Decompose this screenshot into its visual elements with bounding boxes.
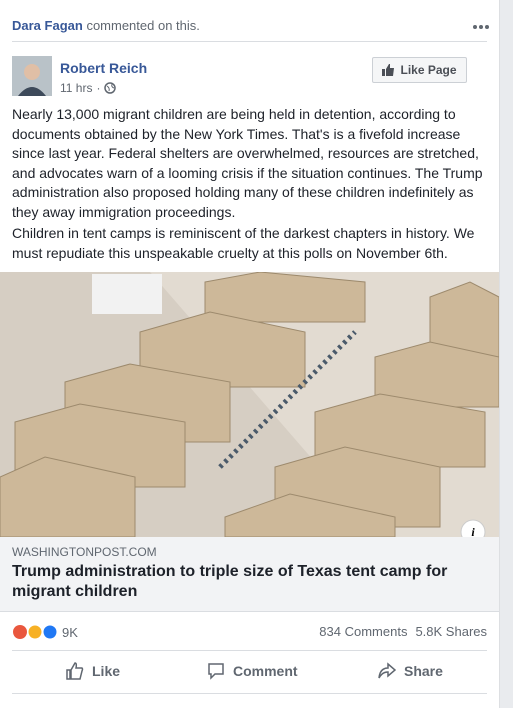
post-card: Dara Fagan commented on this. Robert Rei… — [0, 0, 500, 708]
post-text: Nearly 13,000 migrant children are being… — [12, 106, 483, 220]
globe-icon — [104, 82, 117, 94]
like-icon — [66, 662, 84, 680]
like-page-button[interactable]: Like Page — [372, 57, 467, 83]
thumb-icon — [382, 64, 395, 76]
more-options[interactable] — [472, 24, 490, 30]
post-time[interactable]: 11 hrs — [60, 81, 93, 95]
comment-count[interactable]: 834 Comments — [319, 624, 408, 639]
svg-text:i: i — [471, 525, 475, 537]
link-preview[interactable]: WASHINGTONPOST.COM Trump administration … — [0, 537, 499, 612]
like-action[interactable]: Like — [66, 662, 120, 680]
reaction-icons — [13, 624, 58, 640]
share-count[interactable]: 5.8K Shares — [415, 624, 487, 639]
story-action: commented on this. — [86, 18, 200, 33]
like-page-label: Like Page — [400, 63, 457, 77]
action-label: Like — [92, 663, 121, 679]
link-image[interactable]: i — [0, 272, 499, 537]
reaction-count: 9K — [62, 624, 78, 640]
share-action[interactable]: Share — [378, 662, 443, 680]
post-text: Children in tent camps is reminiscent of… — [12, 225, 475, 261]
commenter-name[interactable]: Dara Fagan — [12, 18, 83, 33]
reactions-summary[interactable]: 9K — [12, 624, 78, 640]
action-label: Comment — [233, 663, 298, 679]
author-avatar[interactable] — [12, 56, 52, 96]
divider — [12, 41, 487, 42]
action-label: Share — [404, 663, 443, 679]
engagement-counts: 834 Comments 5.8K Shares — [319, 624, 487, 639]
divider — [12, 650, 487, 651]
link-headline: Trump administration to triple size of T… — [12, 563, 448, 600]
author-name[interactable]: Robert Reich — [60, 60, 148, 76]
share-icon — [378, 662, 396, 679]
story-header: Dara Fagan commented on this. — [12, 18, 200, 33]
comment-action[interactable]: Comment — [207, 662, 298, 680]
divider — [12, 693, 487, 694]
comment-icon — [208, 663, 224, 680]
post-meta: 11 hrs · — [60, 81, 117, 95]
link-source: WASHINGTONPOST.COM — [12, 545, 157, 559]
